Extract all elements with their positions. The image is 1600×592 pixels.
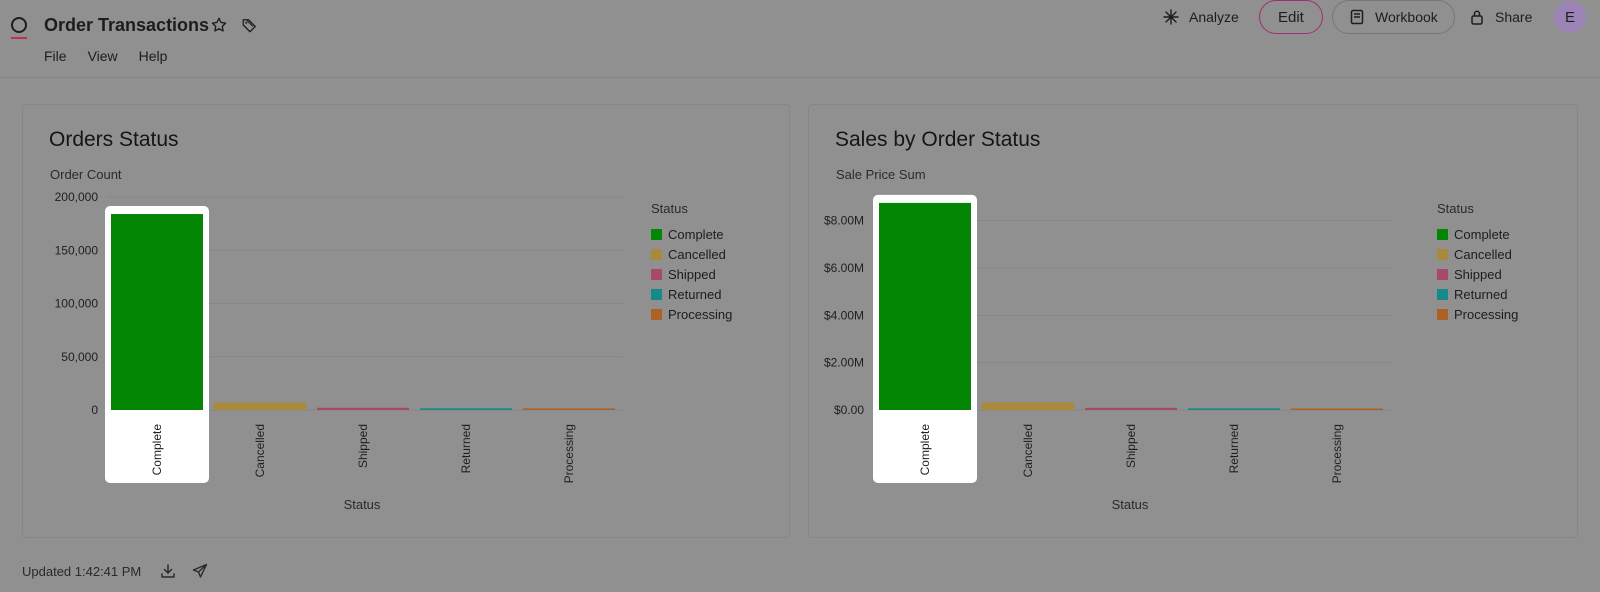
- send-icon[interactable]: [191, 562, 209, 580]
- y-tick-label: $0.00: [834, 403, 864, 417]
- legend-swatch-complete: [1437, 228, 1448, 240]
- lock-icon: [1469, 9, 1485, 25]
- y-tick-label: 50,000: [61, 350, 98, 364]
- menu-bar: File View Help: [44, 47, 188, 65]
- y-tick-label: 150,000: [55, 243, 99, 257]
- user-avatar[interactable]: E: [1554, 1, 1586, 33]
- legend-title: Status: [1437, 201, 1474, 216]
- legend-title: Status: [651, 201, 688, 216]
- updated-timestamp: Updated 1:42:41 PM: [22, 563, 142, 579]
- bar-complete: [879, 202, 971, 410]
- orders-status-card: Orders Status Order Count 0 50,000 100,000…: [22, 104, 790, 538]
- bar-shipped: [317, 407, 409, 410]
- book-icon: [1349, 9, 1365, 25]
- x-tick-label: Shipped: [1124, 424, 1138, 468]
- chart-subtitle: Sale Price Sum: [836, 167, 926, 182]
- x-tick-label: Cancelled: [1021, 424, 1035, 477]
- analyze-button[interactable]: Analyze: [1163, 0, 1239, 34]
- legend-item-shipped[interactable]: Shipped: [651, 264, 732, 284]
- x-axis-label: Status: [1112, 497, 1149, 512]
- legend-swatch-shipped: [1437, 268, 1448, 280]
- sales-by-status-chart: $0.00 $2.00M $4.00M $6.00M $8.00M Complete Can…: [824, 194, 1391, 512]
- top-bar: Order Transactions File View Help Analyz…: [0, 0, 1600, 78]
- legend-item-complete[interactable]: Complete: [651, 224, 732, 244]
- legend-label: Processing: [668, 306, 733, 322]
- legend-label: Cancelled: [1454, 246, 1512, 262]
- legend-label: Returned: [668, 286, 722, 302]
- chart-title: Sales by Order Status: [835, 128, 1041, 151]
- legend-item-cancelled[interactable]: Cancelled: [651, 244, 732, 264]
- bar-shipped: [1085, 407, 1177, 410]
- y-tick-label: 0: [91, 403, 98, 417]
- legend-label: Complete: [1454, 226, 1510, 242]
- x-tick-label: Complete: [150, 424, 164, 476]
- legend-item-processing[interactable]: Processing: [1437, 304, 1518, 324]
- sales-by-status-card: Sales by Order Status Sale Price Sum $0.…: [808, 104, 1578, 538]
- x-tick-label: Returned: [459, 424, 473, 473]
- legend-item-processing[interactable]: Processing: [651, 304, 732, 324]
- legend-item-returned[interactable]: Returned: [651, 284, 732, 304]
- workbook-title: Order Transactions: [44, 15, 210, 35]
- x-tick-label: Processing: [562, 424, 576, 483]
- legend-item-complete[interactable]: Complete: [1437, 224, 1518, 244]
- y-tick-label: $8.00M: [824, 214, 864, 228]
- workbook-label: Workbook: [1375, 9, 1438, 25]
- bar-cancelled: [982, 402, 1074, 410]
- legend-swatch-processing: [1437, 308, 1448, 320]
- legend-swatch-processing: [651, 308, 662, 320]
- legend-swatch-returned: [1437, 288, 1448, 300]
- chart-legend: Status Complete Cancelled Shipped Return…: [651, 201, 732, 324]
- chart-title: Orders Status: [49, 128, 179, 151]
- x-tick-label: Complete: [918, 424, 932, 476]
- chart-legend: Status Complete Cancelled Shipped Return…: [1437, 201, 1518, 324]
- edit-button[interactable]: Edit: [1259, 0, 1323, 34]
- bar-complete: [111, 214, 203, 410]
- legend-label: Cancelled: [668, 246, 726, 262]
- bar-cancelled: [214, 402, 306, 410]
- edit-label: Edit: [1278, 8, 1304, 26]
- star-icon[interactable]: [208, 14, 230, 36]
- legend-swatch-shipped: [651, 268, 662, 280]
- download-icon[interactable]: [159, 562, 177, 580]
- legend-label: Shipped: [668, 266, 716, 282]
- menu-file[interactable]: File: [44, 48, 67, 64]
- bar-processing: [1291, 408, 1383, 410]
- y-tick-label: 100,000: [55, 297, 99, 311]
- legend-item-shipped[interactable]: Shipped: [1437, 264, 1518, 284]
- bar-returned: [1188, 408, 1280, 410]
- y-tick-label: $4.00M: [824, 308, 864, 322]
- legend-label: Returned: [1454, 286, 1508, 302]
- bar-processing: [523, 408, 615, 410]
- footer: Updated 1:42:41 PM: [22, 562, 209, 580]
- y-tick-label: $6.00M: [824, 261, 864, 275]
- orders-status-chart: 0 50,000 100,000 150,000 200,000 Complete Canc…: [55, 190, 623, 512]
- menu-view[interactable]: View: [87, 48, 118, 64]
- x-tick-label: Cancelled: [253, 424, 267, 477]
- y-tick-label: 200,000: [55, 190, 99, 204]
- sparkle-icon: [1163, 9, 1179, 25]
- x-tick-label: Returned: [1227, 424, 1241, 473]
- bar-returned: [420, 408, 512, 410]
- legend-swatch-returned: [651, 288, 662, 300]
- x-axis-label: Status: [344, 497, 381, 512]
- share-label: Share: [1495, 9, 1533, 25]
- legend-item-cancelled[interactable]: Cancelled: [1437, 244, 1518, 264]
- app-logo-icon[interactable]: [10, 14, 28, 40]
- legend-label: Shipped: [1454, 266, 1502, 282]
- menu-help[interactable]: Help: [138, 48, 168, 64]
- tag-icon[interactable]: [239, 14, 261, 36]
- workbook-button[interactable]: Workbook: [1332, 0, 1455, 34]
- y-tick-label: $2.00M: [824, 356, 864, 370]
- x-tick-label: Shipped: [356, 424, 370, 468]
- chart-subtitle: Order Count: [50, 167, 122, 182]
- legend-label: Complete: [668, 226, 724, 242]
- legend-swatch-cancelled: [1437, 248, 1448, 260]
- legend-swatch-complete: [651, 228, 662, 240]
- legend-item-returned[interactable]: Returned: [1437, 284, 1518, 304]
- x-tick-label: Processing: [1330, 424, 1344, 483]
- legend-swatch-cancelled: [651, 248, 662, 260]
- share-button[interactable]: Share: [1469, 0, 1532, 34]
- analyze-label: Analyze: [1189, 9, 1239, 25]
- legend-label: Processing: [1454, 306, 1519, 322]
